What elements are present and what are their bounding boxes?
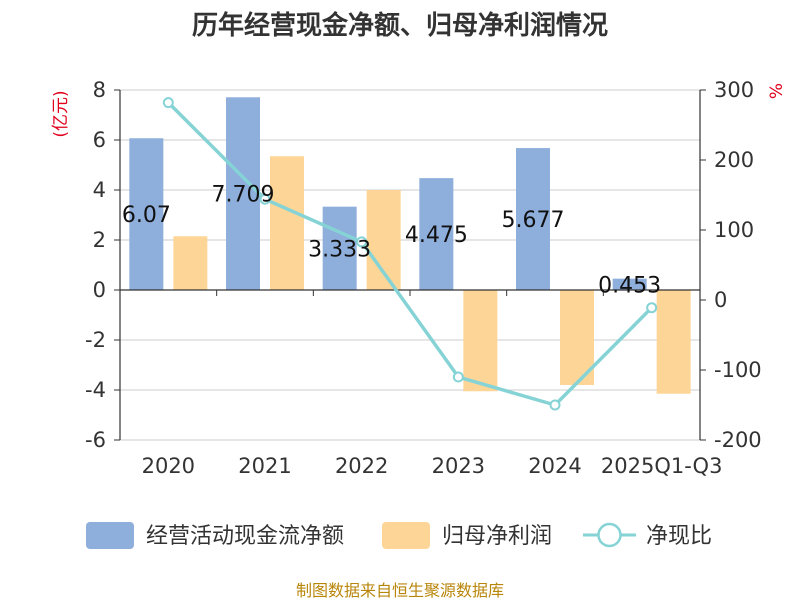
source-note: 制图数据来自恒生聚源数据库 — [296, 581, 504, 600]
legend-label-netprofit: 归母净利润 — [442, 524, 552, 549]
bar-cashflow — [322, 206, 357, 290]
bar-cashflow — [419, 178, 454, 290]
x-tick-label: 2024 — [528, 454, 581, 478]
bar-netprofit — [463, 290, 498, 392]
bar-cashflow — [129, 138, 164, 290]
x-tick-label: 2023 — [432, 454, 485, 478]
data-label-cashflow: 6.07 — [122, 203, 171, 228]
legend: 经营活动现金流净额 归母净利润 净现比 — [86, 522, 712, 549]
point-ratio — [452, 371, 464, 383]
data-label-cashflow: 5.677 — [502, 208, 565, 233]
bar-cashflow — [516, 148, 550, 290]
data-label-cashflow: 3.333 — [308, 237, 371, 262]
x-tick-label: 2021 — [238, 454, 291, 478]
bar-cashflow — [612, 278, 647, 290]
x-tick-label: 2025Q1-Q3 — [601, 454, 723, 478]
legend-label-cashflow: 经营活动现金流净额 — [146, 524, 344, 549]
left-tick-label: 4 — [93, 178, 106, 202]
line-ratio — [167, 101, 653, 407]
right-axis-unit: % — [767, 83, 787, 99]
bar-netprofit — [173, 236, 208, 290]
bars-layer — [129, 97, 691, 394]
point-ratio — [646, 302, 658, 314]
legend-swatch-netprofit — [382, 522, 430, 549]
legend-swatch-cashflow — [86, 522, 134, 549]
bar-cashflow — [226, 97, 260, 291]
data-label-cashflow: 0.453 — [598, 273, 661, 298]
point-ratio — [549, 399, 561, 411]
left-tick-label: 2 — [93, 228, 106, 252]
right-y-axis: 300 200 100 0 -100 -200 — [699, 78, 762, 452]
point-ratio — [356, 236, 368, 248]
left-tick-label: 6 — [93, 128, 106, 152]
point-ratio — [162, 97, 174, 109]
bar-netprofit — [270, 156, 304, 290]
point-ratio — [259, 193, 271, 205]
left-tick-label: -4 — [85, 378, 106, 402]
right-tick-label: -100 — [714, 358, 762, 382]
right-tick-label: 200 — [714, 148, 754, 172]
right-tick-label: -200 — [714, 428, 762, 452]
left-tick-label: 0 — [93, 278, 106, 302]
right-tick-label: 0 — [714, 288, 727, 312]
x-tick-label: 2022 — [335, 454, 388, 478]
x-tick-label: 2020 — [142, 454, 195, 478]
data-label-cashflow: 7.709 — [212, 183, 275, 208]
left-tick-label: 8 — [93, 78, 106, 102]
bar-netprofit — [656, 290, 691, 394]
chart-title: 历年经营现金净额、归母净利润情况 — [192, 10, 608, 41]
right-tick-label: 300 — [714, 78, 754, 102]
left-tick-label: -2 — [85, 328, 106, 352]
legend-label-ratio: 净现比 — [646, 524, 712, 549]
line-layer — [162, 97, 658, 411]
legend-marker-ratio — [597, 522, 622, 548]
data-labels-layer: 6.07 7.709 3.333 4.475 5.677 0.453 — [122, 183, 661, 299]
left-axis-unit: (亿元) — [51, 90, 71, 137]
left-tick-label: -6 — [85, 428, 106, 452]
right-tick-label: 100 — [714, 218, 754, 242]
data-label-cashflow: 4.475 — [405, 223, 468, 248]
x-axis: 2020 2021 2022 2023 2024 2025Q1-Q3 — [119, 289, 723, 478]
left-y-axis: 8 6 4 2 0 -2 -4 -6 — [85, 78, 121, 452]
